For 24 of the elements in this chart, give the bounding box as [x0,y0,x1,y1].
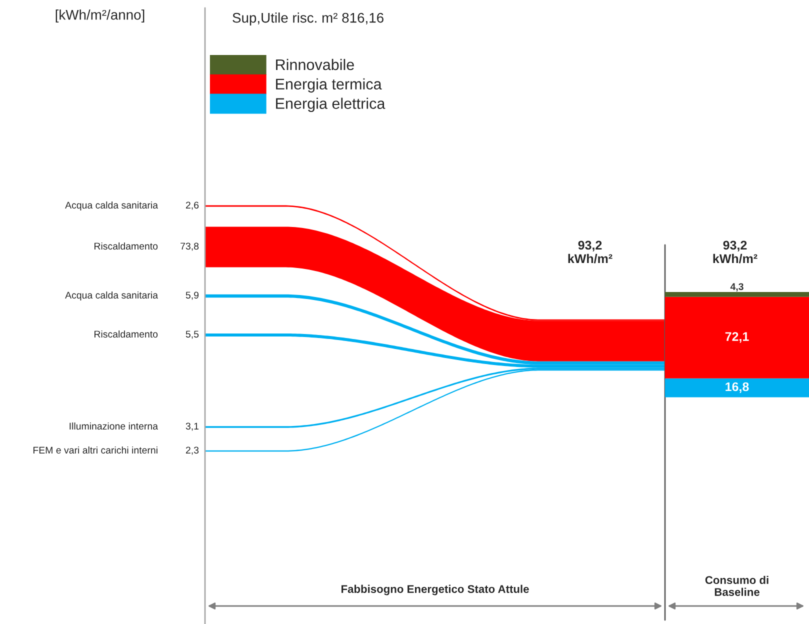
text: Fabbisogno Energetico Stato Attule [342,584,529,596]
data-label: 2,6 [186,202,199,210]
data-label: 72,1 [725,332,749,343]
text: Sup,Utile risc. m² 816,16 [232,12,384,26]
category-label: Acqua calda sanitaria [65,201,158,211]
legend-label: Energia termica [276,78,382,93]
data-label: 5,9 [186,292,199,300]
category-label: Riscaldamento [94,242,158,250]
category-label: Illuminazione interna [70,422,158,430]
legend-label: Rinnovabile [276,58,354,70]
category-label: Riscaldamento [94,330,158,338]
text: 93,2 kWh/m² [713,240,758,264]
data-label: 5,5 [186,330,199,339]
data-label: 4,3 [730,283,744,292]
text: 93,2 kWh/m² [568,240,612,264]
category-label: FEM e vari altri carichi interni [33,446,158,454]
data-label: 73,8 [180,242,199,251]
data-label: 16,8 [726,382,749,393]
text: Consumo di Baseline [705,576,768,596]
legend-label: Energia elettrica [276,98,386,112]
text: [kWh/m²/anno] [56,10,144,22]
category-label: Acqua calda sanitaria [65,291,158,301]
data-label: 3,1 [186,422,199,431]
data-label: 2,3 [186,446,199,455]
